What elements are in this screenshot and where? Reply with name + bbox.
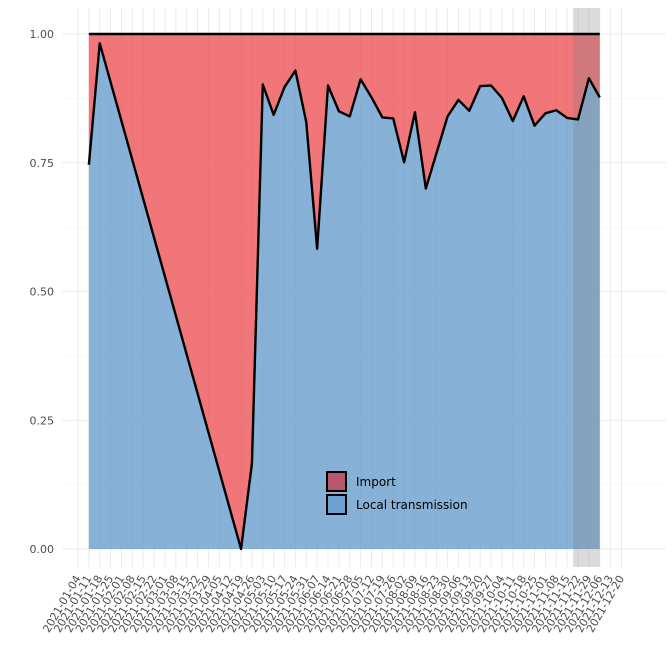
chart-lines (87, 32, 601, 551)
shaded-region (573, 8, 600, 567)
legend-key (326, 471, 347, 492)
y-tick-label: 0.75 (30, 157, 55, 170)
legend: Import Local transmission (326, 471, 468, 515)
y-tick-label: 0.50 (30, 286, 55, 299)
y-axis: 0.00 0.25 0.50 0.75 1.00 (30, 28, 55, 556)
area-local-transmission (88, 43, 600, 550)
y-tick-label: 0.00 (30, 543, 55, 556)
legend-label: Import (356, 475, 396, 489)
chart-areas (88, 34, 600, 550)
area-import (88, 34, 600, 549)
y-tick-label: 0.25 (30, 414, 55, 427)
y-tick-label: 1.00 (30, 28, 55, 41)
line-local-transmission (87, 42, 601, 551)
recent-period-shade (573, 8, 600, 567)
x-axis: 2021-01-042021-01-112021-01-182021-01-25… (40, 573, 627, 635)
legend-key (326, 494, 347, 515)
legend-label: Local transmission (356, 498, 468, 512)
